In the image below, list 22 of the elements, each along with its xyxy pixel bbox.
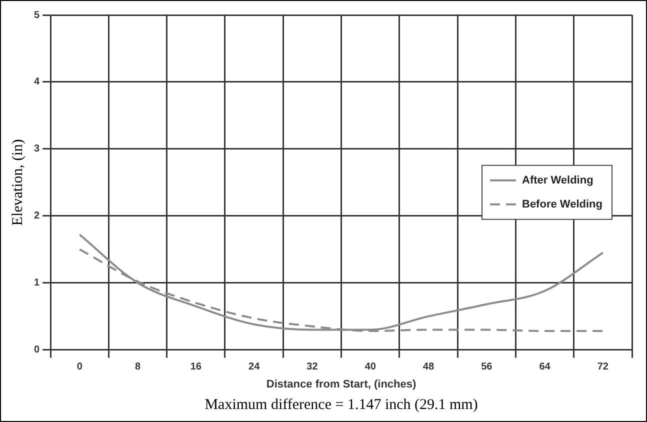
x-tick-label: 24 [248,362,260,373]
x-tick-label: 40 [364,362,376,373]
x-tick-label: 16 [190,362,202,373]
x-tick-label: 32 [306,362,318,373]
y-tick-label: 3 [34,144,40,155]
x-tick-label: 64 [539,362,551,373]
y-axis-title: Elevation, (in) [10,139,26,226]
y-tick-label: 1 [34,278,40,289]
line-series [78,234,604,331]
text: Maximum difference = 1.147 inch (29.1 mm) [204,397,478,413]
x-tick-label: 56 [481,362,493,373]
x-tick-label: 0 [76,362,83,373]
x-tick-label: 72 [597,362,609,373]
x-axis-title: Distance from Start, (inches) [266,378,416,390]
legend-label: Before Welding [522,198,602,210]
x-tick-label: 8 [134,362,141,373]
x-tick-label: 48 [422,362,434,373]
legend-label: After Welding [522,174,594,186]
y-tick-label: 5 [34,10,40,21]
y-tick-label: 4 [34,76,40,88]
y-tick-label: 2 [34,210,40,222]
y-tick-label: 0 [34,344,40,356]
